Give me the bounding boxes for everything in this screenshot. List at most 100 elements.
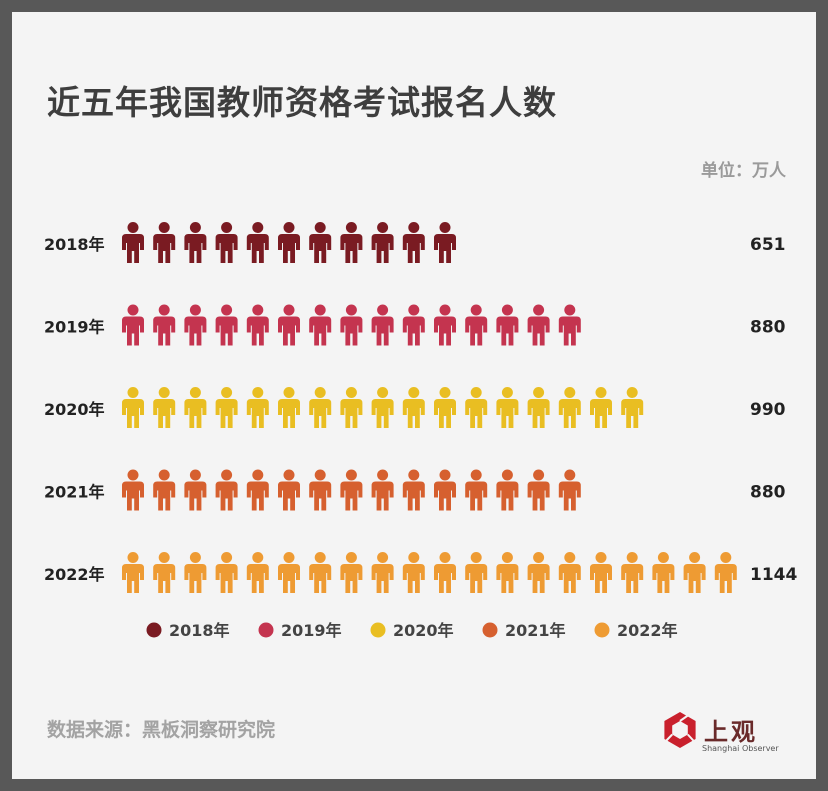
person-icon	[340, 222, 363, 263]
person-icon	[278, 552, 300, 593]
person-icon	[714, 552, 737, 593]
person-icon	[309, 222, 332, 263]
brand-logo: 上观 Shanghai Observer	[660, 710, 800, 760]
legend-swatch	[370, 622, 386, 638]
person-icon	[246, 552, 269, 593]
person-icon	[652, 552, 675, 593]
person-icon	[402, 304, 425, 346]
person-icon	[122, 552, 144, 593]
person-icon	[371, 304, 394, 346]
person-icon	[184, 222, 207, 263]
legend-item: 2021年	[482, 621, 566, 640]
person-icon	[122, 304, 144, 346]
person-icon	[527, 469, 550, 511]
legend-label: 2018年	[169, 621, 230, 640]
person-icon	[278, 222, 300, 263]
person-icon	[558, 552, 581, 593]
person-icon	[621, 387, 644, 428]
person-icon	[153, 304, 176, 346]
person-icon	[465, 387, 488, 428]
person-icon	[496, 387, 519, 428]
chart-card: 近五年我国教师资格考试报名人数 单位：万人 2018年 651 2019年 880 20…	[12, 12, 816, 779]
shutter-logo-icon	[664, 712, 697, 748]
person-icon	[434, 552, 456, 593]
unit-label: 单位：万人	[701, 161, 786, 181]
person-icon	[215, 304, 238, 346]
person-icon	[122, 469, 144, 511]
person-icon	[153, 387, 176, 428]
person-icon	[278, 387, 300, 428]
person-icon	[246, 387, 269, 428]
legend-swatch	[594, 622, 610, 638]
person-icon	[590, 387, 612, 428]
legend-item: 2018年	[146, 621, 230, 640]
row-year-label: 2019年	[44, 318, 105, 337]
person-icon	[309, 552, 332, 593]
person-icon	[153, 222, 176, 263]
person-icon	[340, 304, 363, 346]
chart-title: 近五年我国教师资格考试报名人数	[47, 83, 557, 122]
row-value-label: 1144	[750, 565, 797, 585]
person-icon	[246, 222, 269, 263]
row-year-label: 2020年	[44, 400, 105, 419]
person-icon	[278, 304, 300, 346]
row-value-label: 880	[750, 318, 786, 338]
person-icon	[122, 222, 144, 263]
chart-row: 2019年 880	[44, 304, 786, 346]
person-icon	[496, 469, 519, 511]
person-icon	[434, 304, 456, 346]
legend-item: 2022年	[594, 621, 678, 640]
person-icon	[434, 222, 456, 263]
person-icon	[246, 469, 269, 511]
person-icon	[184, 387, 207, 428]
person-icon	[558, 304, 581, 346]
person-icon	[402, 469, 425, 511]
person-icon	[340, 387, 363, 428]
person-icon	[184, 552, 207, 593]
legend-swatch	[482, 622, 498, 638]
person-icon	[278, 469, 300, 511]
person-icon	[340, 552, 363, 593]
logo-subtext: Shanghai Observer	[702, 744, 779, 753]
person-icon	[558, 469, 581, 511]
person-icon	[371, 469, 394, 511]
row-year-label: 2021年	[44, 483, 105, 502]
source-note: 数据来源：黑板洞察研究院	[47, 719, 276, 741]
person-icon	[309, 304, 332, 346]
person-icon	[309, 387, 332, 428]
legend-label: 2021年	[505, 621, 566, 640]
person-icon	[527, 552, 550, 593]
person-icon	[371, 222, 394, 263]
chart-row: 2018年 651	[44, 222, 786, 263]
person-icon	[527, 304, 550, 346]
legend-label: 2019年	[281, 621, 342, 640]
person-icon	[371, 552, 394, 593]
person-icon	[465, 304, 488, 346]
person-icon	[246, 304, 269, 346]
legend-item: 2019年	[258, 621, 342, 640]
person-icon	[215, 552, 238, 593]
person-icon	[402, 552, 425, 593]
person-icon	[558, 387, 581, 428]
person-icon	[340, 469, 363, 511]
row-year-label: 2018年	[44, 235, 105, 254]
person-icon	[434, 469, 456, 511]
person-icon	[309, 469, 332, 511]
row-year-label: 2022年	[44, 565, 105, 584]
person-icon	[527, 387, 550, 428]
person-icon	[496, 552, 519, 593]
person-icon	[215, 387, 238, 428]
person-icon	[153, 552, 176, 593]
person-icon	[122, 387, 144, 428]
row-value-label: 651	[750, 235, 786, 255]
chart-row: 2021年 880	[44, 469, 786, 511]
legend-item: 2020年	[370, 621, 454, 640]
person-icon	[683, 552, 706, 593]
legend-label: 2020年	[393, 621, 454, 640]
person-icon	[215, 469, 238, 511]
pictograph-chart: 2018年 651 2019年 880 2020年 990 2021年 880 2022年 114…	[44, 222, 797, 640]
person-icon	[402, 222, 425, 263]
row-value-label: 990	[750, 400, 786, 420]
logo-text: 上观	[704, 718, 758, 746]
chart-row: 2020年 990	[44, 387, 786, 428]
